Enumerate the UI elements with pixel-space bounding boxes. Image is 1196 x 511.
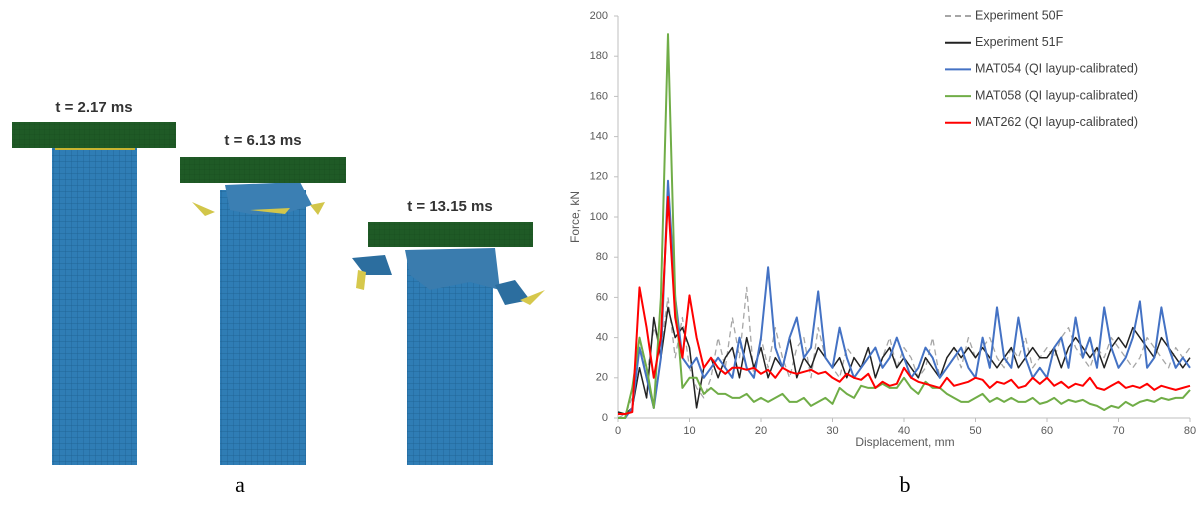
legend-label: MAT054 (QI layup-calibrated) [975,62,1138,76]
y-tick-label: 140 [590,131,608,143]
y-tick-label: 120 [590,171,608,183]
legend-label: MAT262 (QI layup-calibrated) [975,115,1138,129]
legend-label: Experiment 50F [975,8,1064,22]
series-line [618,181,1190,418]
chart: Displacement, mm Force, kN 0204060801001… [568,8,1196,449]
y-tick-label: 160 [590,90,608,102]
x-tick-label: 70 [1112,425,1124,437]
figure: t = 2.17 ms t = 6.13 ms t = 13.15 ms a b… [0,0,1196,506]
y-tick-label: 0 [602,412,608,424]
plate [368,222,533,247]
caption: b [900,472,911,497]
y-tick-label: 40 [596,332,608,344]
time-label: t = 13.15 ms [407,198,492,215]
x-axis-label: Displacement, mm [855,435,954,449]
simulation-panel: t = 2.17 ms t = 6.13 ms t = 13.15 ms a b [12,99,911,497]
y-tick-label: 200 [590,10,608,22]
y-tick-label: 80 [596,251,608,263]
y-tick-label: 20 [596,372,608,384]
series-line [618,197,1190,414]
x-tick-label: 60 [1041,425,1053,437]
plate [180,157,346,183]
column [220,190,306,465]
legend-label: Experiment 51F [975,35,1064,49]
x-tick-label: 20 [755,425,767,437]
y-axis-label: Force, kN [568,191,582,243]
time-label: t = 6.13 ms [224,132,301,149]
column [52,148,137,465]
y-tick-label: 180 [590,50,608,62]
x-tick-label: 50 [969,425,981,437]
y-tick-label: 100 [590,211,608,223]
x-tick-label: 30 [826,425,838,437]
x-tick-label: 0 [615,425,621,437]
legend-label: MAT058 (QI layup-calibrated) [975,88,1138,102]
x-tick-label: 40 [898,425,910,437]
plate [12,122,176,148]
time-label: t = 2.17 ms [55,99,132,116]
x-tick-label: 10 [683,425,695,437]
caption: a [235,472,245,497]
y-tick-label: 60 [596,291,608,303]
x-tick-label: 80 [1184,425,1196,437]
